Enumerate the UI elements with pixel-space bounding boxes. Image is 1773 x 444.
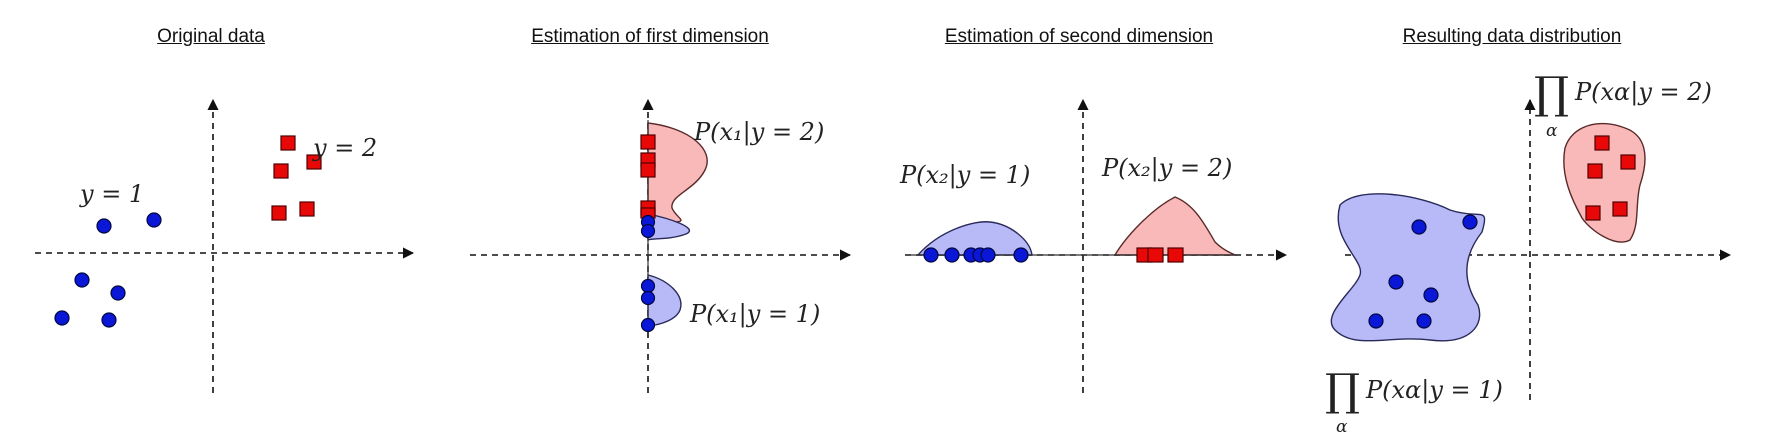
panel-first-dimension: P(x₁|y = 2) P(x₁|y = 1) [470, 98, 852, 393]
data-point [1423, 287, 1439, 303]
data-point [280, 135, 296, 151]
data-point [74, 272, 90, 288]
class2-points [1585, 135, 1636, 221]
class1-points [1368, 214, 1478, 329]
data-point [640, 223, 656, 239]
label-p-x2-y1: P(x₂|y = 1) [899, 161, 1030, 190]
data-point [1587, 163, 1603, 179]
data-point [640, 317, 656, 333]
data-point [299, 201, 315, 217]
panel-original-data: y = 1 y = 2 [35, 98, 415, 393]
data-point [1368, 313, 1384, 329]
data-point [1411, 219, 1427, 235]
data-point [96, 218, 112, 234]
label-p-x2-y2: P(x₂|y = 2) [1101, 154, 1232, 183]
class1-points [54, 212, 162, 328]
data-point [306, 154, 322, 170]
data-point [271, 205, 287, 221]
data-point [101, 312, 117, 328]
class1-projections [640, 214, 656, 333]
data-point [110, 285, 126, 301]
label-prod-sub-y1: α [1336, 417, 1348, 437]
data-point [640, 134, 656, 150]
data-point [273, 163, 289, 179]
data-point [944, 247, 960, 263]
label-prod-sub-y2: α [1546, 121, 1558, 141]
data-point [980, 247, 996, 263]
data-point [1612, 201, 1628, 217]
data-point [1013, 247, 1029, 263]
label-prod-symbol-y1: ∏ [1325, 365, 1360, 416]
panel-title-resulting-distribution: Resulting data distribution [1402, 26, 1622, 47]
panel-second-dimension: P(x₂|y = 1) P(x₂|y = 2) [899, 98, 1288, 393]
joint-density-y1 [1330, 193, 1486, 342]
density-x2-y1 [916, 221, 1033, 256]
label-p-xa-y2: P(xα|y = 2) [1574, 78, 1712, 107]
data-point [1620, 154, 1636, 170]
label-p-x1-y1: P(x₁|y = 1) [689, 300, 820, 329]
density-x1-y1-upper [647, 213, 690, 242]
data-point [54, 310, 70, 326]
panel-title-original-data: Original data [157, 26, 265, 47]
class1-projections [923, 247, 1029, 263]
data-point [1388, 274, 1404, 290]
data-point [1462, 214, 1478, 230]
label-prod-symbol-y2: ∏ [1534, 68, 1569, 119]
data-point [640, 290, 656, 306]
class2-projections [1136, 247, 1184, 263]
label-p-x1-y2: P(x₁|y = 2) [693, 118, 824, 147]
data-point [1147, 247, 1164, 263]
label-y1: y = 1 [79, 180, 144, 208]
data-point [640, 278, 656, 294]
data-point [146, 212, 162, 228]
class2-projections [640, 134, 656, 219]
class2-points [271, 135, 322, 221]
data-point [923, 247, 939, 263]
panel-resulting-distribution: ∏ α P(xα|y = 2) ∏ α P(xα|y = 1) [1325, 68, 1732, 437]
data-point [1167, 247, 1184, 263]
data-point [1585, 205, 1601, 221]
data-point [1594, 135, 1610, 151]
data-point [1416, 313, 1432, 329]
label-y2: y = 2 [312, 134, 377, 162]
data-point [640, 162, 656, 178]
panel-title-second-dimension: Estimation of second dimension [944, 26, 1214, 47]
panel-title-first-dimension: Estimation of first dimension [531, 26, 769, 47]
density-x2-y2 [1113, 196, 1238, 256]
label-p-xa-y1: P(xα|y = 1) [1365, 376, 1503, 405]
